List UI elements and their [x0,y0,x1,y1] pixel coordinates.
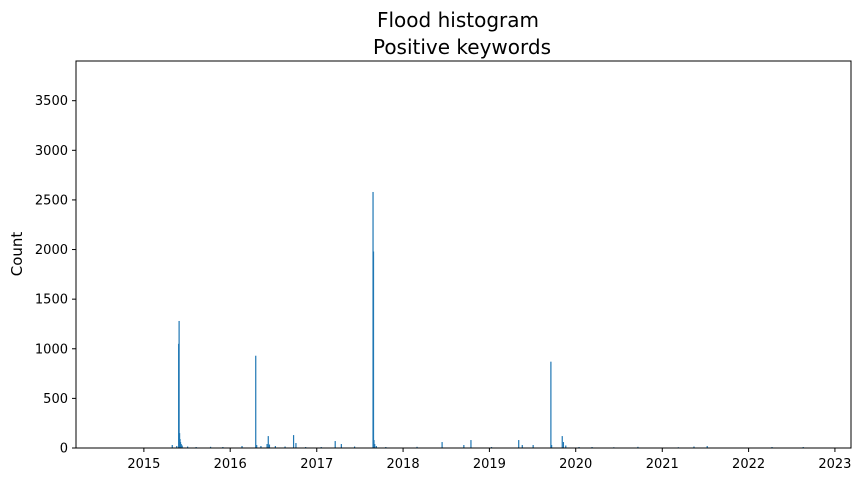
histogram-bar [176,446,178,448]
x-tick-label: 2017 [300,457,333,472]
y-tick-label: 2500 [35,193,68,208]
histogram-bar [463,445,465,448]
y-tick-label: 3000 [35,144,68,159]
histogram-bar [637,446,639,448]
y-tick-label: 0 [60,442,68,457]
x-axis: 2015 2016 2017 2018 2019 2020 2021 2022 2023 [127,448,851,472]
x-tick-label: 2018 [387,457,420,472]
histogram-bar [340,444,342,448]
y-tick-label: 2000 [35,243,68,258]
x-tick-label: 2016 [214,457,247,472]
histogram-bar [470,440,472,448]
histogram-bar [292,435,295,448]
histogram-bar [181,445,183,448]
histogram-bar [550,361,552,448]
histogram-bar [706,446,708,448]
x-tick-label: 2021 [646,457,679,472]
histogram-bar [416,446,418,448]
x-tick-label: 2020 [559,457,592,472]
histogram-bar [372,251,375,448]
histogram-bar [441,442,443,448]
x-tick-label: 2015 [127,457,160,472]
chart-subtitle: Positive keywords [373,35,551,59]
histogram-bar [256,445,258,448]
plot-frame [75,60,852,449]
histogram-bar [518,440,520,448]
histogram-bar [521,445,523,448]
histogram-bar [551,445,553,448]
x-tick-label: 2022 [732,457,765,472]
y-tick-label: 1500 [35,293,68,308]
histogram-bar [187,446,189,448]
histogram-bar [532,445,534,448]
histogram-bar [693,446,695,448]
histogram-bar [565,445,567,448]
histogram-bar [178,320,180,448]
y-axis: 0 500 1000 1500 2000 2500 3000 3500 [35,94,76,457]
histogram-bar [260,446,262,448]
y-tick-label: 3500 [35,94,68,109]
histogram-bar [171,445,173,448]
histogram-bar [267,436,269,448]
histogram-bar [334,441,336,448]
histogram-bar [284,446,286,448]
chart-title: Flood histogram [377,8,539,32]
histogram-bar [353,446,356,448]
x-tick-label: 2023 [818,457,851,472]
histogram-bar [255,355,257,448]
histogram-bar [375,446,377,448]
histogram-bar [295,443,297,448]
histogram-bar [209,446,212,448]
histogram-bar [274,446,276,448]
histogram-bar [241,446,243,448]
y-tick-label: 500 [43,392,68,407]
y-axis-label: Count [8,232,26,277]
histogram-bar [373,440,375,448]
histogram-bar [562,442,565,448]
histogram-bar [374,444,376,448]
histogram-bar [179,442,182,448]
histogram-bar [266,444,268,448]
histogram-bar [268,444,271,448]
y-tick-label: 1000 [35,342,68,357]
x-tick-label: 2019 [473,457,506,472]
histogram-bar [180,444,182,448]
histogram-bar [561,436,563,448]
bars-layer [171,191,804,449]
